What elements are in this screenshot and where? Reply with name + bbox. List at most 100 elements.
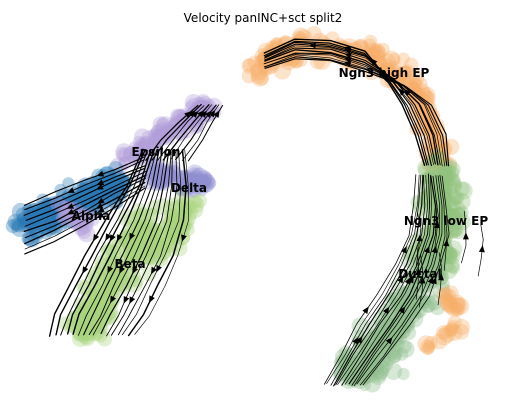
cell-point [435, 185, 452, 202]
cell-point [166, 213, 185, 231]
cell-point [382, 50, 400, 68]
cell-point [100, 264, 118, 282]
cell-point [150, 163, 164, 178]
cell-point [191, 176, 205, 190]
streamline-arrow [66, 208, 75, 215]
cell-point [427, 262, 440, 275]
cell-point [195, 170, 213, 188]
cell-point [174, 113, 192, 131]
cell-point [419, 339, 436, 355]
cell-point [186, 201, 204, 219]
cell-point [167, 117, 183, 132]
streamline-arrow [119, 266, 125, 274]
cell-point [436, 325, 452, 340]
cell-point [254, 71, 269, 86]
cell-point [94, 320, 108, 333]
cell-point [124, 232, 141, 249]
streamline-arrow [462, 232, 469, 240]
cell-point [441, 251, 454, 264]
streamline [264, 43, 433, 167]
cell-point [86, 293, 101, 308]
cell-point [192, 193, 207, 209]
cell-point [179, 116, 193, 129]
cell-point [180, 125, 194, 139]
cell-point [450, 218, 463, 231]
streamline [333, 174, 424, 387]
cell-point [444, 208, 463, 226]
cell-point [192, 176, 205, 189]
cell-point [364, 375, 381, 393]
cell-point [428, 145, 447, 163]
cell-point [173, 220, 191, 239]
cell-point [192, 177, 207, 192]
cell-point [187, 167, 203, 182]
cell-point [431, 244, 445, 259]
cell-point [398, 314, 416, 331]
cell-point [443, 209, 461, 228]
cell-point [75, 221, 90, 236]
streamline-arrow [398, 306, 406, 314]
cell-point [373, 363, 389, 380]
cell-point [153, 129, 171, 146]
cell-point [194, 99, 211, 117]
cell-point [429, 238, 445, 254]
streamline [356, 175, 443, 385]
cell-point [170, 216, 187, 232]
streamline-arrow [107, 265, 114, 274]
cell-point [81, 312, 97, 328]
cell-point [441, 285, 459, 303]
cell-point [403, 75, 419, 91]
streamline-arrow [397, 275, 404, 284]
cell-point [124, 246, 140, 262]
cell-point [135, 140, 152, 157]
cell-point [369, 44, 383, 58]
streamline-arrow [97, 206, 105, 214]
streamline-arrow [398, 88, 406, 96]
streamline-arrow [416, 234, 423, 242]
cell-point [57, 316, 71, 330]
cell-point [177, 196, 196, 215]
cell-point [442, 296, 459, 313]
cell-point [417, 335, 435, 353]
cell-point [432, 166, 450, 184]
cell-point [396, 65, 412, 82]
cell-point [421, 220, 437, 237]
cell-point [133, 128, 151, 146]
cluster-label: Ductal [398, 267, 442, 281]
chart-title: Velocity panINC+sct split2 [184, 11, 343, 25]
cell-point [55, 188, 72, 204]
cell-point [422, 300, 435, 313]
cell-point [398, 303, 416, 321]
cell-point [438, 287, 454, 302]
cell-point [195, 174, 211, 190]
cell-point [160, 213, 175, 228]
cell-point [451, 297, 465, 312]
streamline [60, 149, 148, 336]
cell-point [143, 252, 157, 266]
cell-point [130, 254, 148, 271]
cell-point [385, 362, 403, 380]
cell-point [134, 137, 152, 155]
cell-point [127, 248, 145, 267]
cell-point [115, 146, 131, 162]
streamline [330, 174, 422, 386]
cell-point [397, 340, 415, 358]
streamline-arrow [407, 275, 414, 284]
streamline-arrow [181, 234, 187, 242]
cell-point [151, 129, 167, 146]
cell-point [438, 292, 457, 311]
streamline [127, 149, 187, 337]
streamline-arrow [109, 234, 116, 242]
streamline-arrow [356, 336, 363, 344]
cell-point [173, 126, 189, 142]
cell-point [147, 128, 162, 143]
cell-point [192, 96, 208, 112]
cell-point [102, 255, 119, 273]
cell-point [101, 284, 116, 299]
cell-point [199, 171, 213, 185]
cell-point [79, 330, 96, 347]
cell-point [189, 174, 205, 191]
cluster-label: Delta [171, 181, 207, 195]
cell-point [446, 301, 462, 317]
streamline-arrow [92, 233, 100, 242]
